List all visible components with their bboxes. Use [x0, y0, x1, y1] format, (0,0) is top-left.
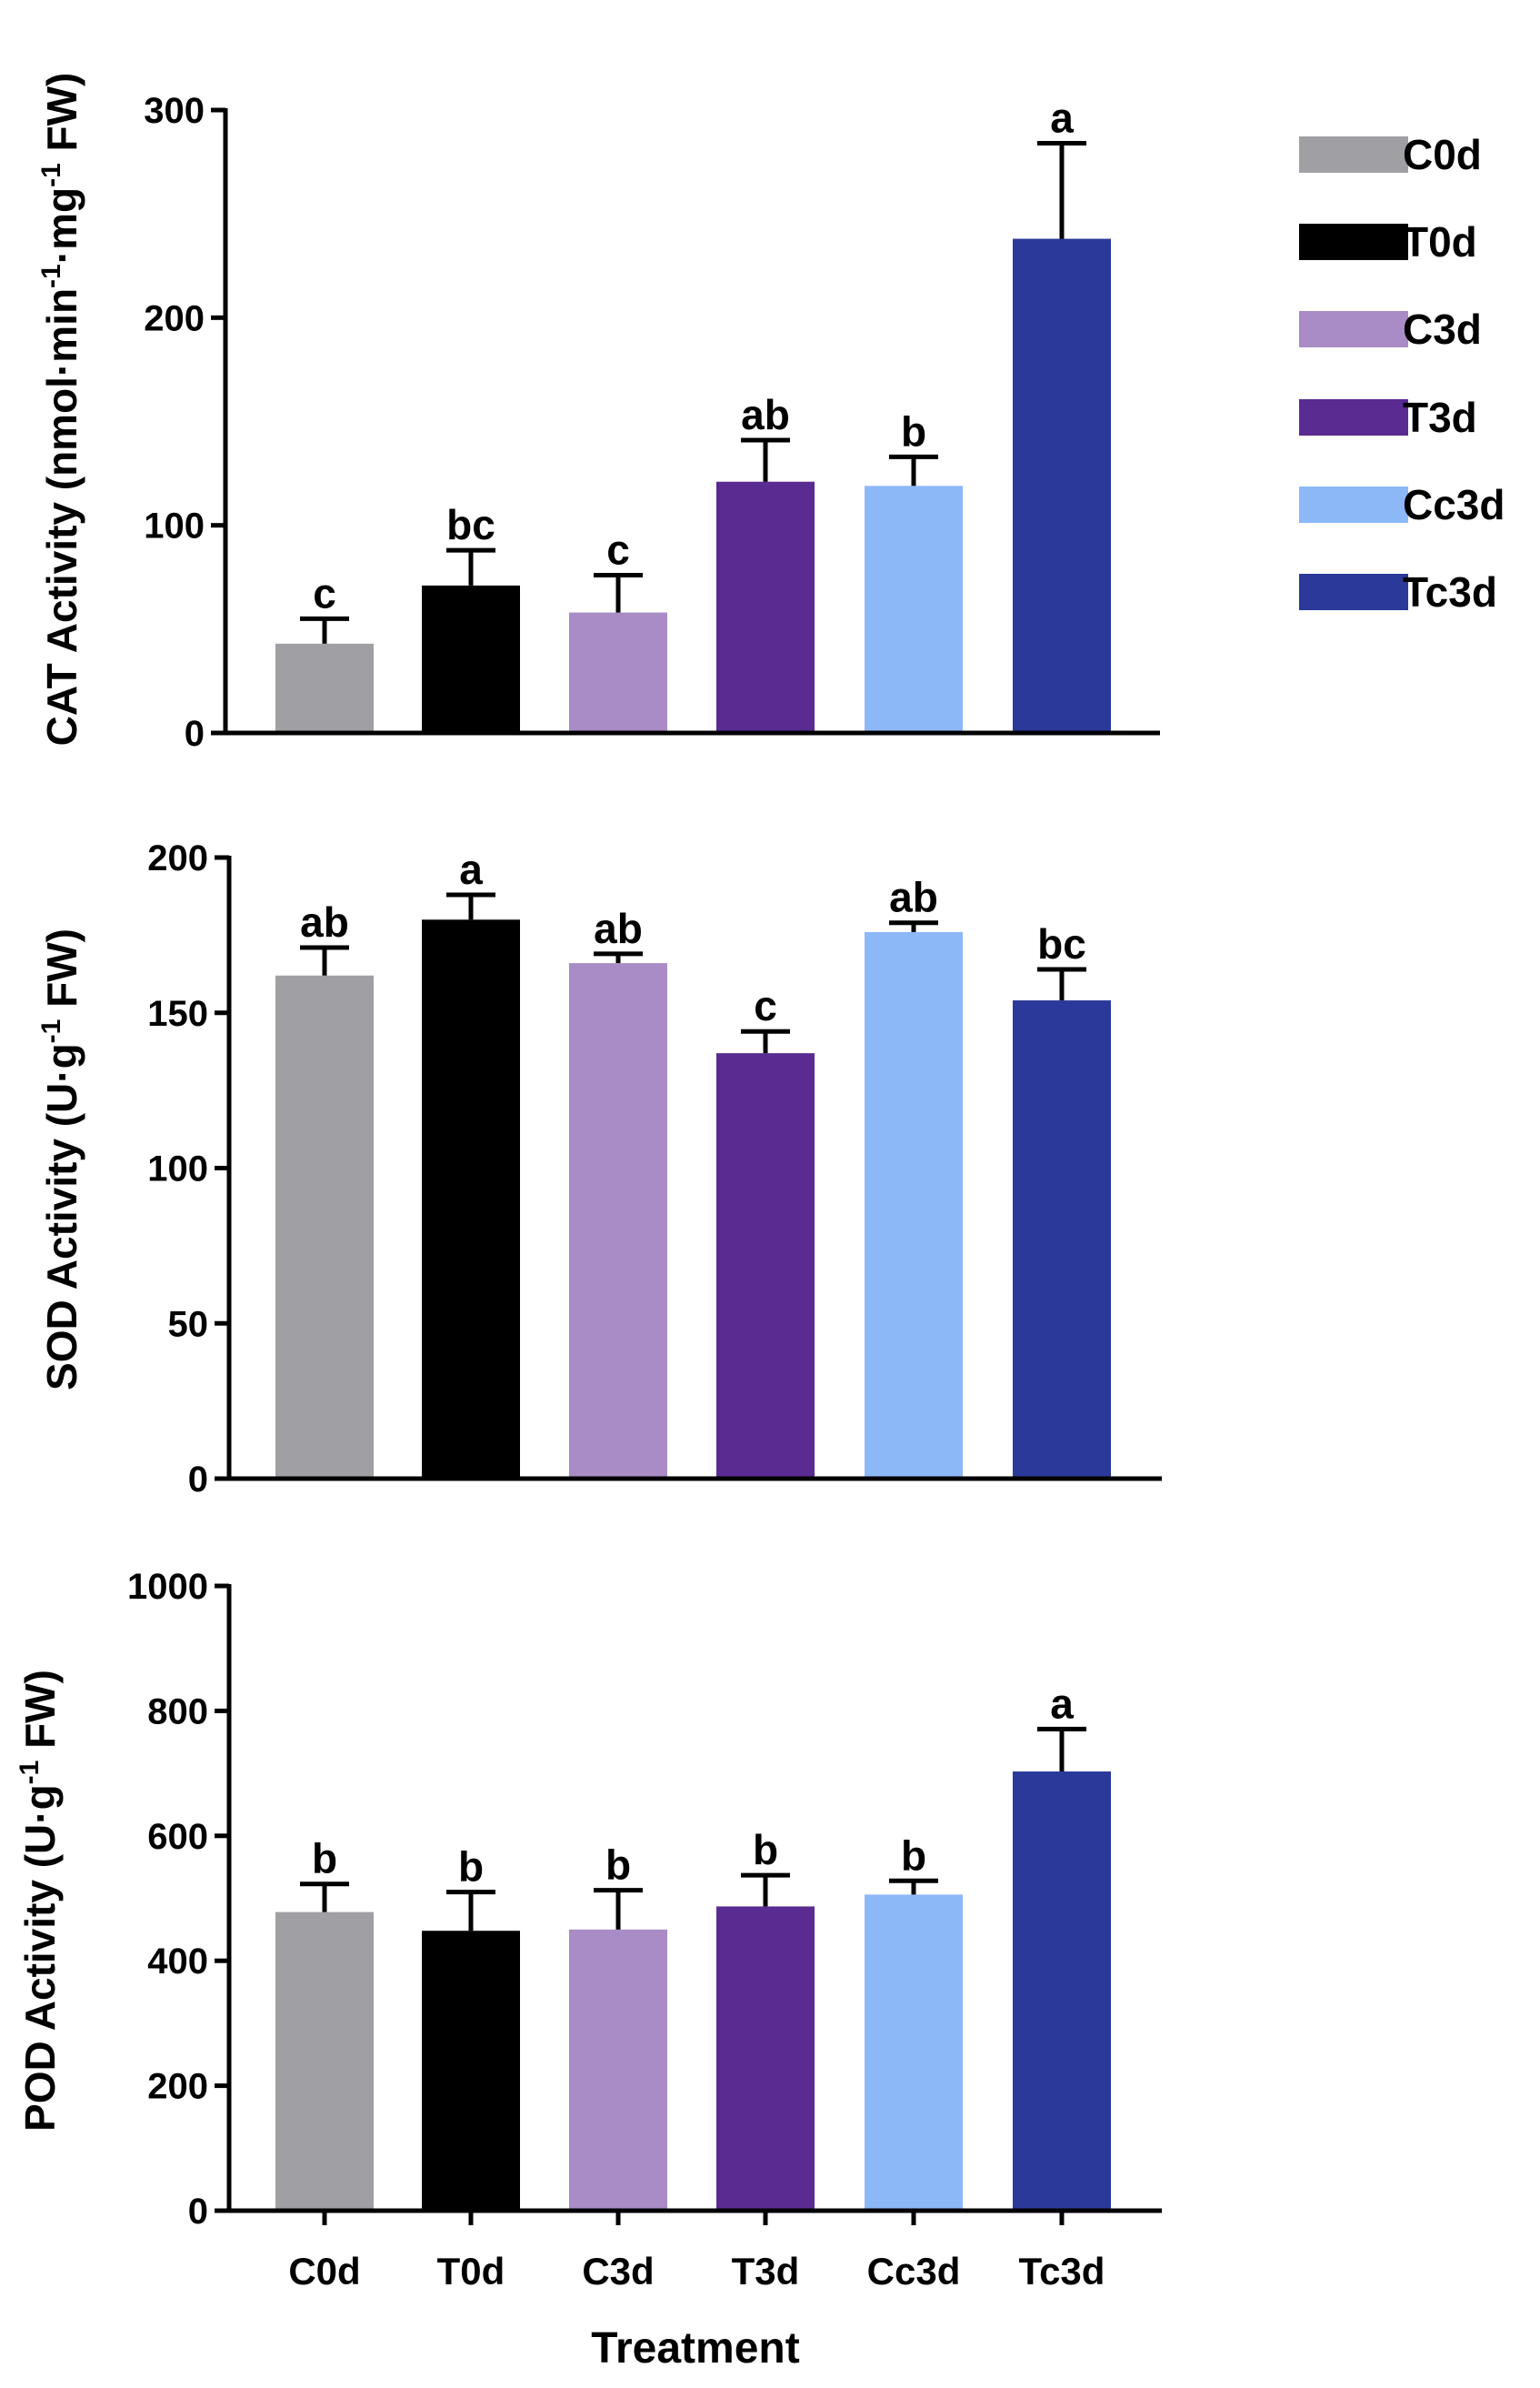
y-tick-label: 300: [144, 91, 205, 131]
significance-letter: bc: [1037, 920, 1086, 968]
bar-cc3d: [865, 931, 963, 1479]
bar-tc3d: [1013, 238, 1111, 734]
y-tick-label: 100: [144, 507, 205, 547]
bar-c3d: [569, 963, 667, 1479]
x-tick-label: T0d: [437, 2250, 505, 2293]
y-tick-label: 200: [147, 2067, 208, 2107]
significance-letter: b: [753, 1826, 778, 1873]
y-axis-title-part: POD Activity (U·g: [16, 1784, 64, 2132]
superscript: -1: [36, 163, 66, 187]
legend-label: C0d: [1403, 131, 1482, 178]
significance-letter: b: [312, 1835, 337, 1882]
y-axis-title: CAT Activity (nmol·min-1·mg-1 FW): [36, 73, 85, 747]
y-axis-title-part: ·mg: [38, 187, 85, 264]
legend-swatch-c0d: [1299, 136, 1408, 173]
y-tick-label: 50: [168, 1304, 209, 1344]
bar-cc3d: [865, 486, 963, 733]
legend-swatch-cc3d: [1299, 487, 1408, 523]
significance-letter: b: [901, 1831, 926, 1879]
y-tick-label: 200: [144, 298, 205, 338]
x-tick-label: C0d: [288, 2250, 360, 2293]
significance-letter: bc: [446, 501, 495, 548]
legend-label: Cc3d: [1403, 481, 1505, 528]
bar-c0d: [275, 975, 374, 1479]
legend-swatch-c3d: [1299, 311, 1408, 347]
x-axis-title: Treatment: [591, 2324, 799, 2373]
significance-letter: b: [605, 1841, 631, 1889]
y-axis-title-part: CAT Activity (nmol·min: [38, 288, 85, 746]
pod-activity-panel: b b b b b a 0 200 400 600 800 1000 POD Activity (U·g…: [15, 1567, 1162, 2373]
superscript: -1: [15, 1761, 45, 1785]
y-axis-title-part: FW): [38, 73, 85, 164]
bar-t3d: [716, 1906, 815, 2211]
bar-t0d: [422, 919, 520, 1479]
significance-letter: c: [606, 526, 630, 573]
y-tick-label: 0: [188, 1460, 208, 1500]
legend-label: T3d: [1403, 394, 1477, 441]
legend-label: T0d: [1403, 218, 1477, 266]
y-axis-title: POD Activity (U·g-1 FW): [15, 1670, 64, 2132]
x-tick-label: Tc3d: [1019, 2250, 1105, 2293]
bar-tc3d: [1013, 1771, 1111, 2211]
sod-activity-panel: ab a ab c ab bc 0 50 100 150 200 SOD Activity (U·g-…: [36, 838, 1162, 1500]
superscript: -1: [36, 264, 66, 288]
significance-letter: b: [458, 1843, 484, 1891]
bar-t3d: [716, 481, 815, 733]
legend-swatch-t0d: [1299, 224, 1408, 260]
bar-t3d: [716, 1053, 815, 1479]
legend-label: C3d: [1403, 306, 1482, 353]
bar-t0d: [422, 585, 520, 733]
y-tick-label: 1000: [127, 1567, 208, 1607]
y-axis-title-part: FW): [38, 928, 85, 1019]
y-tick-label: 150: [147, 994, 208, 1034]
y-axis-title-part: SOD Activity (U·g: [38, 1043, 85, 1390]
bar-tc3d: [1013, 1000, 1111, 1479]
significance-letter: a: [459, 846, 483, 893]
y-axis-title-part: FW): [16, 1670, 64, 1761]
y-axis-title: SOD Activity (U·g-1 FW): [36, 928, 85, 1390]
significance-letter: ab: [889, 874, 938, 921]
y-tick-label: 800: [147, 1691, 208, 1731]
legend-label: Tc3d: [1403, 568, 1497, 616]
significance-letter: c: [754, 982, 777, 1029]
legend: C0d T0d C3d T3d Cc3d Tc3d: [1299, 131, 1505, 616]
x-tick-label: Cc3d: [867, 2250, 961, 2293]
superscript: -1: [36, 1019, 66, 1044]
y-tick-label: 0: [185, 714, 205, 754]
x-tick-label: T3d: [732, 2250, 800, 2293]
bar-c3d: [569, 1929, 667, 2211]
legend-swatch-t3d: [1299, 399, 1408, 436]
significance-letter: a: [1050, 1680, 1074, 1727]
legend-swatch-tc3d: [1299, 574, 1408, 610]
y-tick-label: 0: [188, 2192, 208, 2232]
x-tick-label: C3d: [582, 2250, 654, 2293]
significance-letter: a: [1050, 95, 1074, 142]
bar-c0d: [275, 1911, 374, 2211]
significance-letter: ab: [300, 898, 349, 946]
y-tick-label: 600: [147, 1817, 208, 1857]
significance-letter: ab: [741, 391, 790, 438]
bar-t0d: [422, 1931, 520, 2211]
significance-letter: ab: [594, 905, 643, 952]
cat-activity-panel: c bc c ab b a 0 100 200 300 CAT Activity (nmol·min…: [36, 73, 1160, 754]
significance-letter: b: [901, 407, 926, 455]
y-tick-label: 100: [147, 1149, 208, 1189]
y-tick-label: 200: [147, 838, 208, 878]
y-tick-label: 400: [147, 1942, 208, 1982]
bar-c0d: [275, 643, 374, 733]
bar-cc3d: [865, 1894, 963, 2211]
significance-letter: c: [313, 569, 336, 617]
bar-c3d: [569, 612, 667, 733]
